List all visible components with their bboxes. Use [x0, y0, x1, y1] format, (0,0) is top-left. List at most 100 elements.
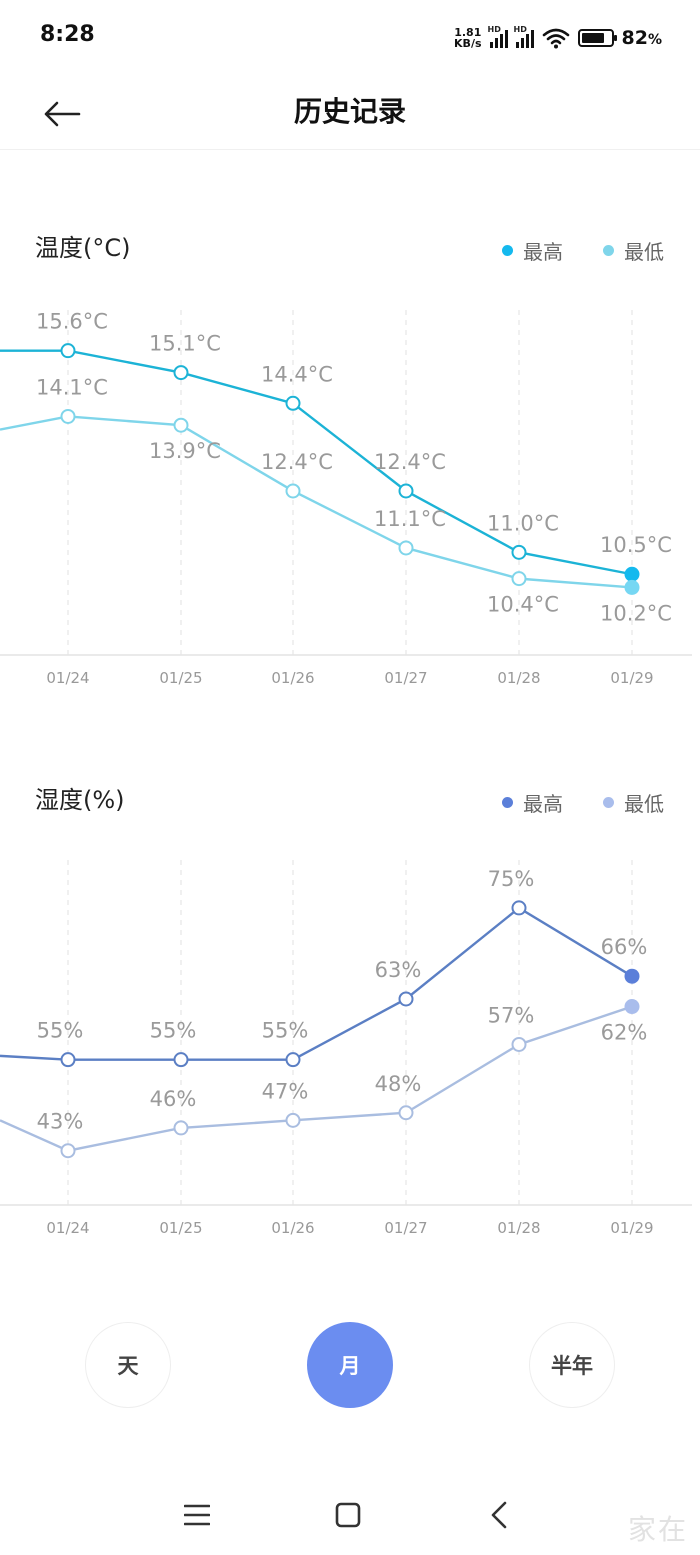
- x-tick-label: 01/24: [46, 669, 89, 687]
- data-point-high: [398, 991, 414, 1007]
- arrow-left-icon: [44, 101, 81, 127]
- x-tick-label: 01/26: [271, 669, 314, 687]
- x-tick-label: 01/27: [384, 669, 427, 687]
- data-point-low: [511, 1036, 527, 1052]
- data-label-low: 46%: [150, 1087, 197, 1111]
- series-line-low: [0, 415, 633, 589]
- data-label-high: 55%: [150, 1019, 197, 1043]
- data-label-high: 63%: [375, 958, 422, 982]
- temperature-chart: 01/24 01/25 01/26 01/27 01/28 01/29 15.6°C 15.1…: [0, 310, 692, 687]
- humidity-chart-title: 湿度(%): [35, 786, 125, 814]
- data-label-low: 43%: [37, 1110, 84, 1134]
- humidity-chart-section: 湿度(%) 最高 最低 01/24 01/25 01/26 01/27 01/28 01/…: [0, 700, 700, 1260]
- data-point-high: [624, 968, 640, 984]
- data-point-high: [398, 483, 414, 499]
- chevron-left-icon: [491, 1501, 507, 1529]
- data-point-high: [511, 900, 527, 916]
- legend-label-high: 最高: [523, 792, 563, 816]
- app-header: 历史记录: [0, 76, 700, 150]
- data-point-low: [624, 999, 640, 1015]
- data-point-high: [285, 395, 301, 411]
- data-label-low: 11.1°C: [374, 507, 446, 531]
- data-point-low: [285, 483, 301, 499]
- data-label-low: 14.1°C: [36, 375, 108, 399]
- x-tick-label: 01/27: [384, 1219, 427, 1237]
- signal-2-icon: HD: [513, 25, 534, 48]
- data-label-low: 47%: [262, 1079, 309, 1103]
- x-tick-label: 01/24: [46, 1219, 89, 1237]
- period-month-button[interactable]: 月: [307, 1322, 393, 1408]
- data-point-high: [511, 544, 527, 560]
- data-point-low: [60, 408, 76, 424]
- data-point-low: [624, 579, 640, 595]
- legend-dot-high: [502, 245, 513, 256]
- status-time: 8:28: [40, 22, 95, 47]
- x-tick-label: 01/25: [159, 669, 202, 687]
- legend-item-low: 最低: [603, 788, 664, 817]
- data-label-low: 62%: [601, 1021, 648, 1045]
- legend-label-low: 最低: [624, 792, 664, 816]
- data-label-low: 12.4°C: [261, 450, 333, 474]
- legend-label-high: 最高: [523, 240, 563, 264]
- hd-label-2: HD: [513, 25, 527, 34]
- data-label-high: 11.0°C: [487, 511, 559, 535]
- data-label-low: 48%: [375, 1072, 422, 1096]
- series-line-low: [0, 1005, 633, 1152]
- x-tick-label: 01/28: [497, 1219, 540, 1237]
- data-label-low: 57%: [488, 1003, 535, 1027]
- data-point-high: [173, 1052, 189, 1068]
- humidity-chart: 01/24 01/25 01/26 01/27 01/28 01/29 55% 55% 55% 6…: [0, 860, 692, 1237]
- data-label-high: 55%: [262, 1019, 309, 1043]
- data-point-high: [624, 566, 640, 582]
- data-label-high: 12.4°C: [374, 450, 446, 474]
- battery-percent: 82%: [621, 27, 662, 49]
- data-label-high: 66%: [601, 935, 648, 959]
- x-tick-label: 01/29: [610, 669, 653, 687]
- data-point-low: [173, 417, 189, 433]
- x-tick-label: 01/25: [159, 1219, 202, 1237]
- legend-item-high: 最高: [502, 236, 563, 265]
- data-label-low: 10.4°C: [487, 593, 559, 617]
- data-point-low: [285, 1112, 301, 1128]
- status-bar: 8:28 1.81 KB/s HD HD 82%: [0, 0, 700, 76]
- back-button[interactable]: [34, 86, 90, 142]
- period-day-button[interactable]: 天: [85, 1322, 171, 1408]
- menu-icon: [184, 1504, 210, 1526]
- x-tick-label: 01/28: [497, 669, 540, 687]
- legend-item-low: 最低: [603, 236, 664, 265]
- temperature-chart-title: 温度(°C): [35, 234, 131, 262]
- temperature-legend: 最高 最低: [502, 236, 664, 265]
- data-label-high: 14.4°C: [261, 362, 333, 386]
- period-half-year-button[interactable]: 半年: [529, 1322, 615, 1408]
- wifi-icon: [542, 28, 569, 49]
- nav-back-button[interactable]: [474, 1490, 524, 1540]
- data-point-high: [60, 1052, 76, 1068]
- data-point-high: [60, 343, 76, 359]
- legend-dot-low: [603, 245, 614, 256]
- humidity-legend: 最高 最低: [502, 788, 664, 817]
- x-tick-label: 01/29: [610, 1219, 653, 1237]
- page-title: 历史记录: [293, 95, 406, 128]
- x-tick-label: 01/26: [271, 1219, 314, 1237]
- data-point-low: [398, 540, 414, 556]
- data-label-high: 10.5°C: [600, 533, 672, 557]
- data-point-high: [173, 365, 189, 381]
- data-label-high: 15.1°C: [149, 332, 221, 356]
- data-label-high: 75%: [488, 867, 535, 891]
- data-label-high: 15.6°C: [36, 310, 108, 334]
- square-home-icon: [335, 1502, 361, 1528]
- signal-1-icon: HD: [488, 25, 508, 48]
- watermark: 家在: [627, 1513, 688, 1546]
- data-point-low: [398, 1105, 414, 1121]
- network-speed-value: 1.81: [454, 26, 482, 39]
- data-point-low: [511, 571, 527, 587]
- nav-menu-button[interactable]: [172, 1490, 222, 1540]
- nav-home-button[interactable]: [323, 1490, 373, 1540]
- legend-dot-low: [603, 797, 614, 808]
- data-label-low: 10.2°C: [600, 601, 672, 625]
- network-speed-unit: KB/s: [454, 37, 482, 50]
- temperature-chart-section: 温度(°C) 最高 最低 01/24 01/25 01/26 01/27 01/28 01…: [0, 150, 700, 710]
- data-point-high: [285, 1052, 301, 1068]
- battery-icon: [577, 29, 617, 47]
